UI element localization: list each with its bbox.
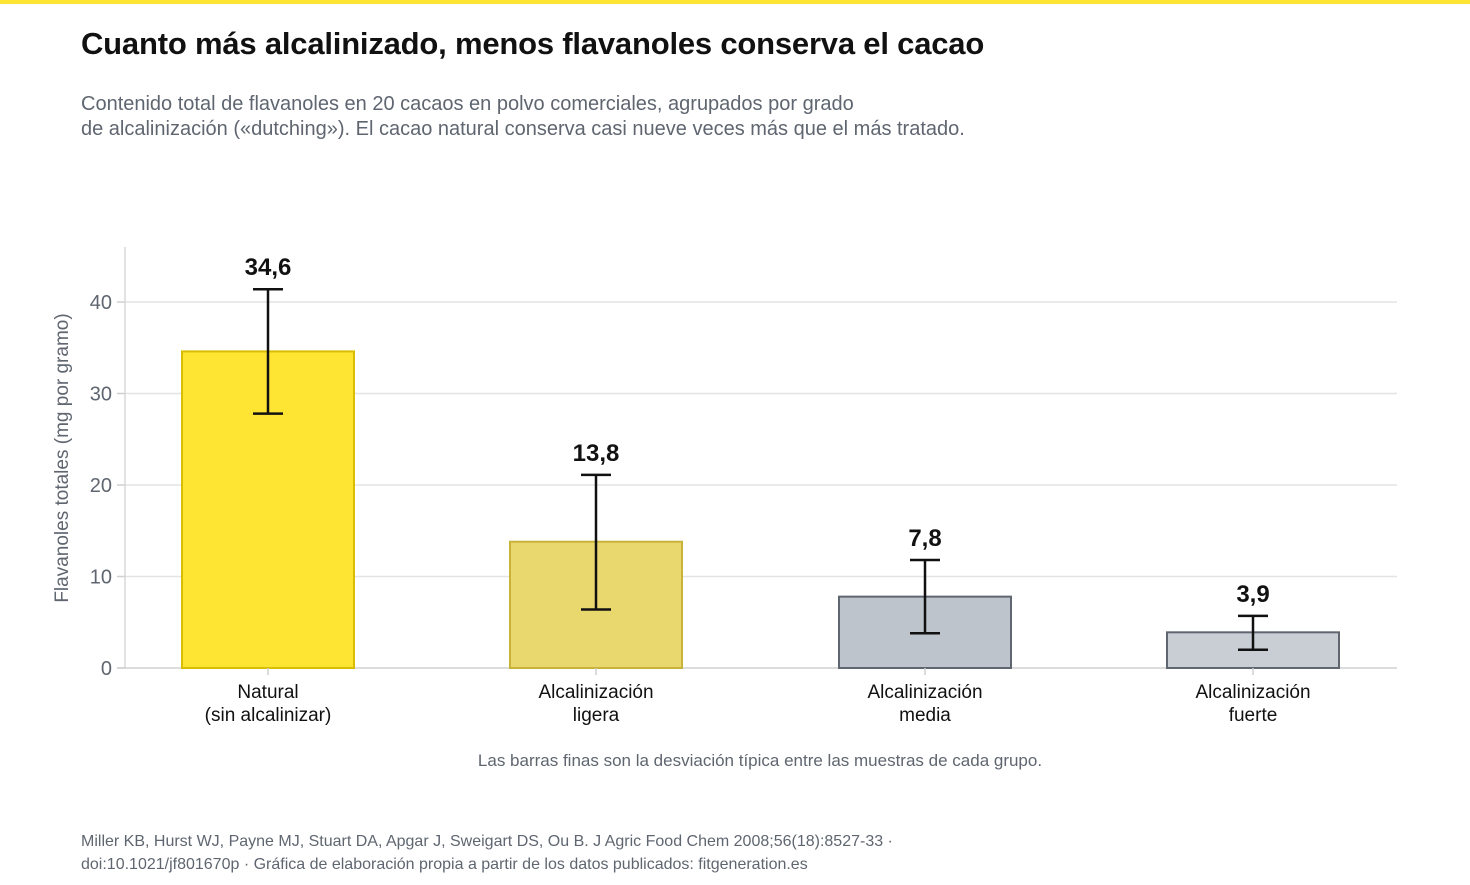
source-line-2: doi:10.1021/jf801670p · Gráfica de elabo…: [81, 856, 808, 873]
data-label: 3,9: [1236, 581, 1269, 608]
y-tick-label: 0: [101, 658, 112, 680]
chart-subtitle: Contenido total de flavanoles en 20 caca…: [81, 92, 965, 142]
chart-title: Cuanto más alcalinizado, menos flavanole…: [81, 26, 985, 61]
x-tick-label: ligera: [573, 705, 620, 726]
data-label: 13,8: [573, 440, 620, 467]
y-tick-label: 20: [90, 475, 112, 497]
data-label: 7,8: [908, 525, 941, 552]
y-tick-label: 40: [90, 292, 112, 314]
x-tick-label: Natural: [237, 682, 298, 703]
x-tick-label: Alcalinización: [1195, 682, 1310, 703]
chart-note: Las barras finas son la desviación típic…: [478, 751, 1042, 770]
x-tick-label: Alcalinización: [867, 682, 982, 703]
y-axis-title: Flavanoles totales (mg por gramo): [52, 313, 73, 602]
x-tick-label: Alcalinización: [538, 682, 653, 703]
subtitle-line-1: Contenido total de flavanoles en 20 caca…: [81, 93, 854, 115]
x-tick-label: (sin alcalinizar): [205, 705, 332, 726]
source-line-1: Miller KB, Hurst WJ, Payne MJ, Stuart DA…: [81, 833, 893, 850]
subtitle-line-2: de alcalinización («dutching»). El cacao…: [81, 118, 965, 140]
x-tick-label: media: [899, 705, 951, 726]
y-tick-label: 10: [90, 567, 112, 589]
source-footer: Miller KB, Hurst WJ, Payne MJ, Stuart DA…: [81, 830, 893, 876]
x-tick-label: fuerte: [1229, 705, 1278, 726]
y-tick-label: 30: [90, 384, 112, 406]
top-accent-rule: [0, 0, 1470, 4]
data-label: 34,6: [245, 254, 292, 281]
